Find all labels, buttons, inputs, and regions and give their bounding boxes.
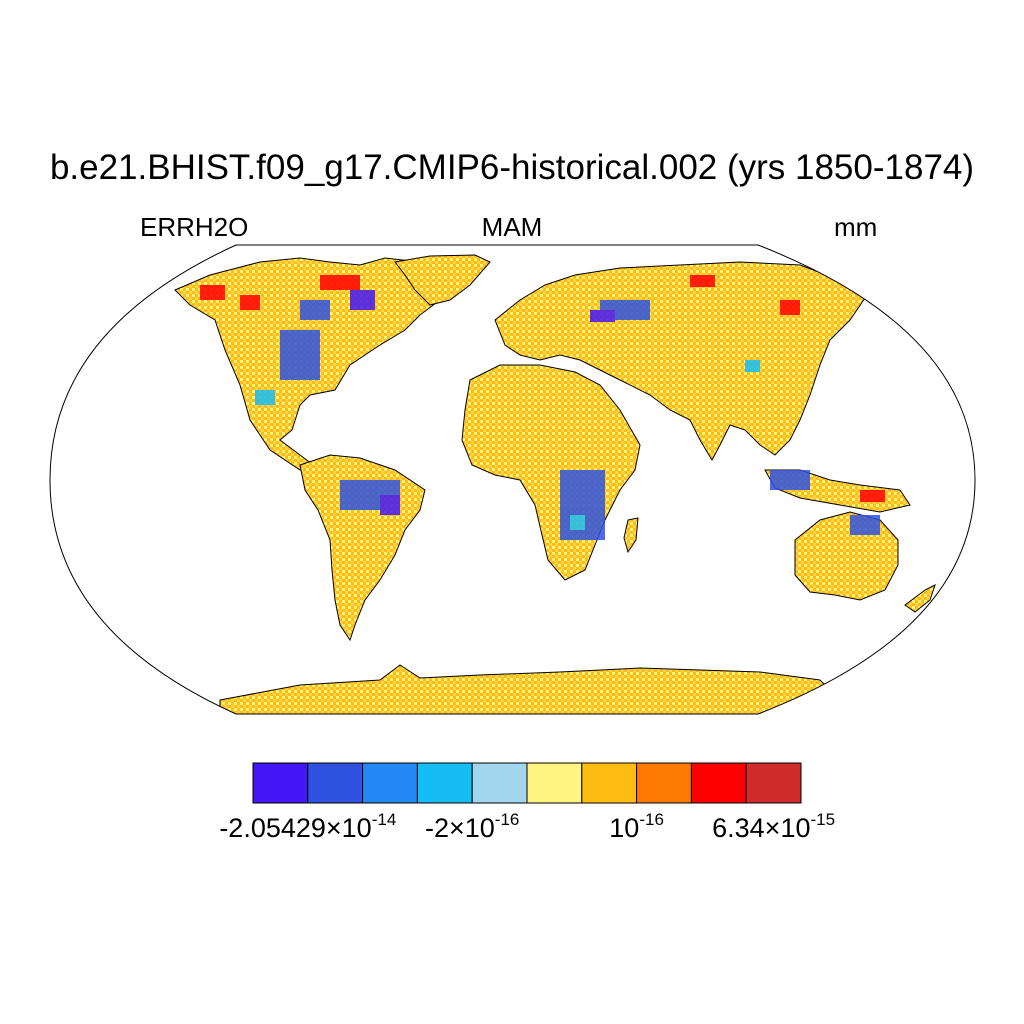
anomaly-patches bbox=[200, 275, 885, 540]
greenland bbox=[394, 254, 491, 306]
colorbar-label-mantissa: -2×10 bbox=[424, 813, 495, 843]
units-label: mm bbox=[834, 212, 878, 242]
colorbar-label-exponent: -15 bbox=[810, 810, 836, 829]
colorbar-label-exponent: -14 bbox=[371, 810, 397, 829]
australia bbox=[794, 511, 899, 601]
colorbar bbox=[252, 762, 802, 804]
colorbar-label-mantissa: 6.34×10 bbox=[712, 813, 811, 843]
colorbar-label-mantissa: -2.05429×10 bbox=[219, 813, 372, 843]
colorbar-label-exponent: -16 bbox=[494, 810, 520, 829]
colorbar-swatch-9 bbox=[690, 762, 747, 804]
colorbar-swatch-2 bbox=[307, 762, 364, 804]
colorbar-swatch-7 bbox=[581, 762, 638, 804]
colorbar-swatch-6 bbox=[526, 762, 583, 804]
land-layer bbox=[174, 254, 936, 714]
new-zealand bbox=[904, 584, 936, 613]
colorbar-label-3: 10-16 bbox=[609, 810, 664, 844]
colorbar-swatch-4 bbox=[416, 762, 473, 804]
variable-label: ERRH2O bbox=[140, 212, 249, 242]
season-label: MAM bbox=[481, 212, 543, 242]
colorbar-swatch-5 bbox=[471, 762, 528, 804]
colorbar-swatch-8 bbox=[636, 762, 692, 804]
colorbar-label-4: 6.34×10-15 bbox=[712, 810, 836, 844]
antarctica bbox=[219, 664, 841, 714]
chart-title: b.e21.BHIST.f09_g17.CMIP6-historical.002… bbox=[49, 148, 975, 187]
colorbar-swatch-1 bbox=[252, 762, 309, 804]
colorbar-label-1: -2.05429×10-14 bbox=[219, 810, 397, 844]
eurasia bbox=[494, 261, 866, 462]
map-border bbox=[49, 244, 976, 715]
africa bbox=[461, 364, 641, 581]
colorbar-swatch-10 bbox=[745, 762, 802, 804]
colorbar-label-exponent: -16 bbox=[639, 810, 664, 829]
colorbar-label-mantissa: 10 bbox=[609, 813, 640, 843]
colorbar-swatch-3 bbox=[362, 762, 418, 804]
colorbar-label-2: -2×10-16 bbox=[424, 810, 520, 844]
madagascar bbox=[623, 517, 639, 554]
